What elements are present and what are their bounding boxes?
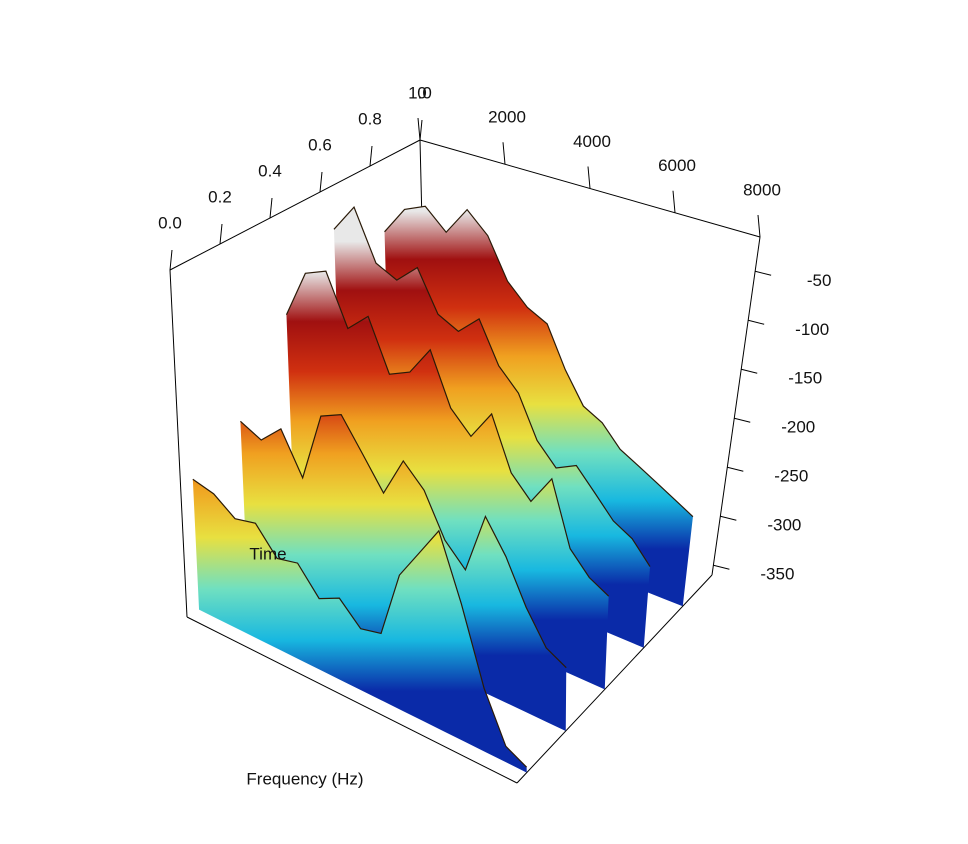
box-edge <box>711 236 761 576</box>
x-tick-label: 6000 <box>658 156 696 175</box>
time-axis-label: Time <box>249 544 286 563</box>
y-tick-label: 0.8 <box>358 109 382 128</box>
surface-row <box>192 479 527 773</box>
y-tick <box>219 223 223 245</box>
y-tick <box>269 197 273 219</box>
z-tick-label: -100 <box>795 320 829 339</box>
box-edge <box>516 574 713 784</box>
y-tick-label: 0.4 <box>258 161 282 180</box>
y-tick-label: 1.0 <box>408 83 432 102</box>
z-tick <box>748 319 765 325</box>
z-tick <box>720 515 737 521</box>
x-tick <box>587 166 591 189</box>
surface <box>192 205 694 773</box>
frequency-axis-label: Frequency (Hz) <box>246 769 363 788</box>
surface-ridge <box>192 478 528 768</box>
z-tick <box>727 466 744 472</box>
x-tick <box>417 117 421 141</box>
z-tick <box>741 368 758 374</box>
box-edge <box>169 139 421 271</box>
z-tick-label: -50 <box>807 271 832 290</box>
y-tick-label: 0.0 <box>158 213 182 232</box>
surface-ridge <box>285 270 610 597</box>
z-tick <box>755 270 772 276</box>
y-tick <box>419 119 423 141</box>
surface-ridge <box>384 205 694 518</box>
x-tick <box>502 142 506 165</box>
x-tick-label: 8000 <box>743 180 781 199</box>
surface-ridge <box>240 414 567 669</box>
box-front <box>186 574 713 784</box>
z-tick-label: -350 <box>760 565 794 584</box>
y-tick <box>169 249 173 271</box>
x-tick <box>757 214 761 238</box>
x-tick-label: 0 <box>417 83 426 102</box>
z-tick-label: -150 <box>788 369 822 388</box>
x-tick-label: 2000 <box>488 108 526 127</box>
z-tick <box>734 417 751 423</box>
x-tick-label: 4000 <box>573 132 611 151</box>
y-tick <box>319 171 323 193</box>
surface-ridge <box>333 206 651 567</box>
box-edge <box>186 616 518 784</box>
y-tick-label: 0.6 <box>308 135 332 154</box>
z-tick-label: -250 <box>774 467 808 486</box>
x-tick <box>672 190 676 213</box>
z-tick <box>713 564 730 570</box>
z-tick-label: -300 <box>767 516 801 535</box>
box-edge <box>169 269 188 618</box>
box-back: 0.0 0.2 0.4 0.6 0.8 1.00 2000 4000 6000 8000 -50 -1… <box>158 83 832 618</box>
z-tick-label: -200 <box>781 418 815 437</box>
y-tick <box>369 145 373 167</box>
surface-row <box>286 271 609 690</box>
y-tick-label: 0.2 <box>208 187 232 206</box>
